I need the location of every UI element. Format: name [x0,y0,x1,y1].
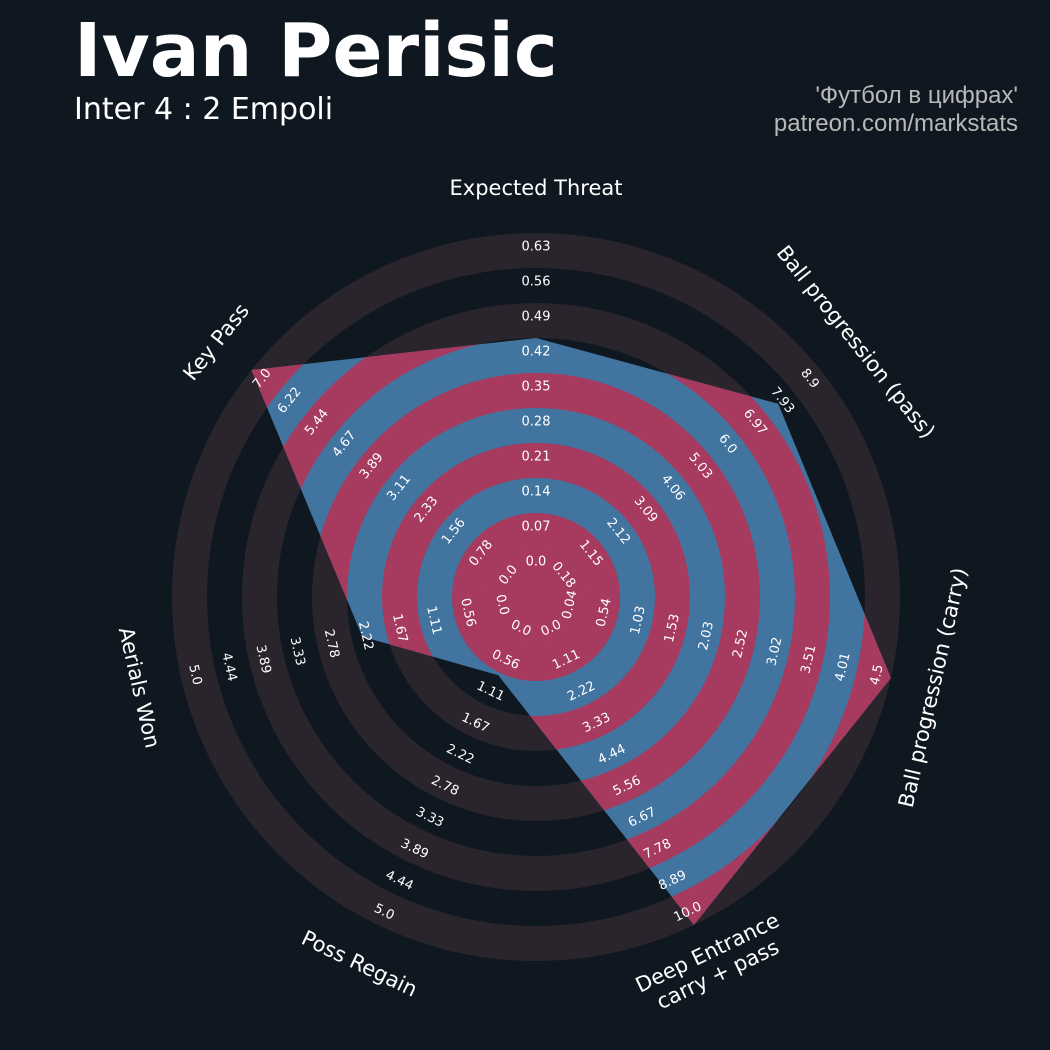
tick-label: 0.14 [522,485,551,500]
parameter-label: Aerials Won [114,625,165,751]
tick-label: 2.52 [730,628,751,660]
player-center-disc [487,548,585,646]
player-accent-ring [452,513,620,681]
background-ring [172,233,900,961]
match-subtitle: Inter 4 : 2 Empoli [74,92,334,127]
tick-label: 2.78 [321,628,342,660]
tick-label: 0.49 [522,310,551,325]
tick-label: 0.56 [457,597,478,629]
tick-label: 1.03 [628,605,649,637]
tick-label: 4.44 [218,651,239,683]
tick-label: 0.42 [522,345,551,360]
tick-label: 0.54 [594,597,615,629]
tick-label: 4.44 [383,868,416,894]
tick-label: 0.56 [522,275,551,290]
tick-label: 3.02 [764,636,785,668]
tick-label: 2.22 [444,742,477,768]
parameter-label: Expected Threat [450,176,623,200]
tick-label: 0.0 [492,593,511,617]
tick-label: 2.03 [696,620,717,652]
tick-label: 3.51 [798,644,819,676]
tick-label: 1.53 [662,612,683,644]
tick-label: 4.5 [868,663,887,687]
tick-label: 4.01 [833,651,854,683]
tick-label: 0.21 [522,450,551,465]
parameter-label: Key Pass [178,299,254,385]
parameter-label: Ball progression (pass) [772,241,940,443]
tick-label: 3.33 [413,805,446,831]
tick-label: 0.63 [522,240,551,255]
tick-label: 0.0 [526,555,547,570]
tick-label: 5.0 [185,663,204,687]
tick-label: 3.89 [252,644,273,676]
parameter-label: Ball progression (carry) [894,565,972,809]
tick-label: 1.11 [474,679,507,705]
tick-label: 0.04 [560,589,581,621]
tick-label: 0.28 [522,415,551,430]
tick-label: 1.67 [389,612,410,644]
credit-link: patreon.com/markstats [773,110,1018,137]
tick-label: 2.22 [355,620,376,652]
tick-label: 0.35 [522,380,551,395]
tick-label: 0.07 [522,520,551,535]
credit-source: 'Футбол в цифрах' [815,82,1018,109]
tick-label: 1.11 [423,605,444,637]
tick-label: 3.33 [287,636,308,668]
parameter-label: Poss Regain [298,926,421,1002]
player-name-title: Ivan Perisic [74,8,558,94]
